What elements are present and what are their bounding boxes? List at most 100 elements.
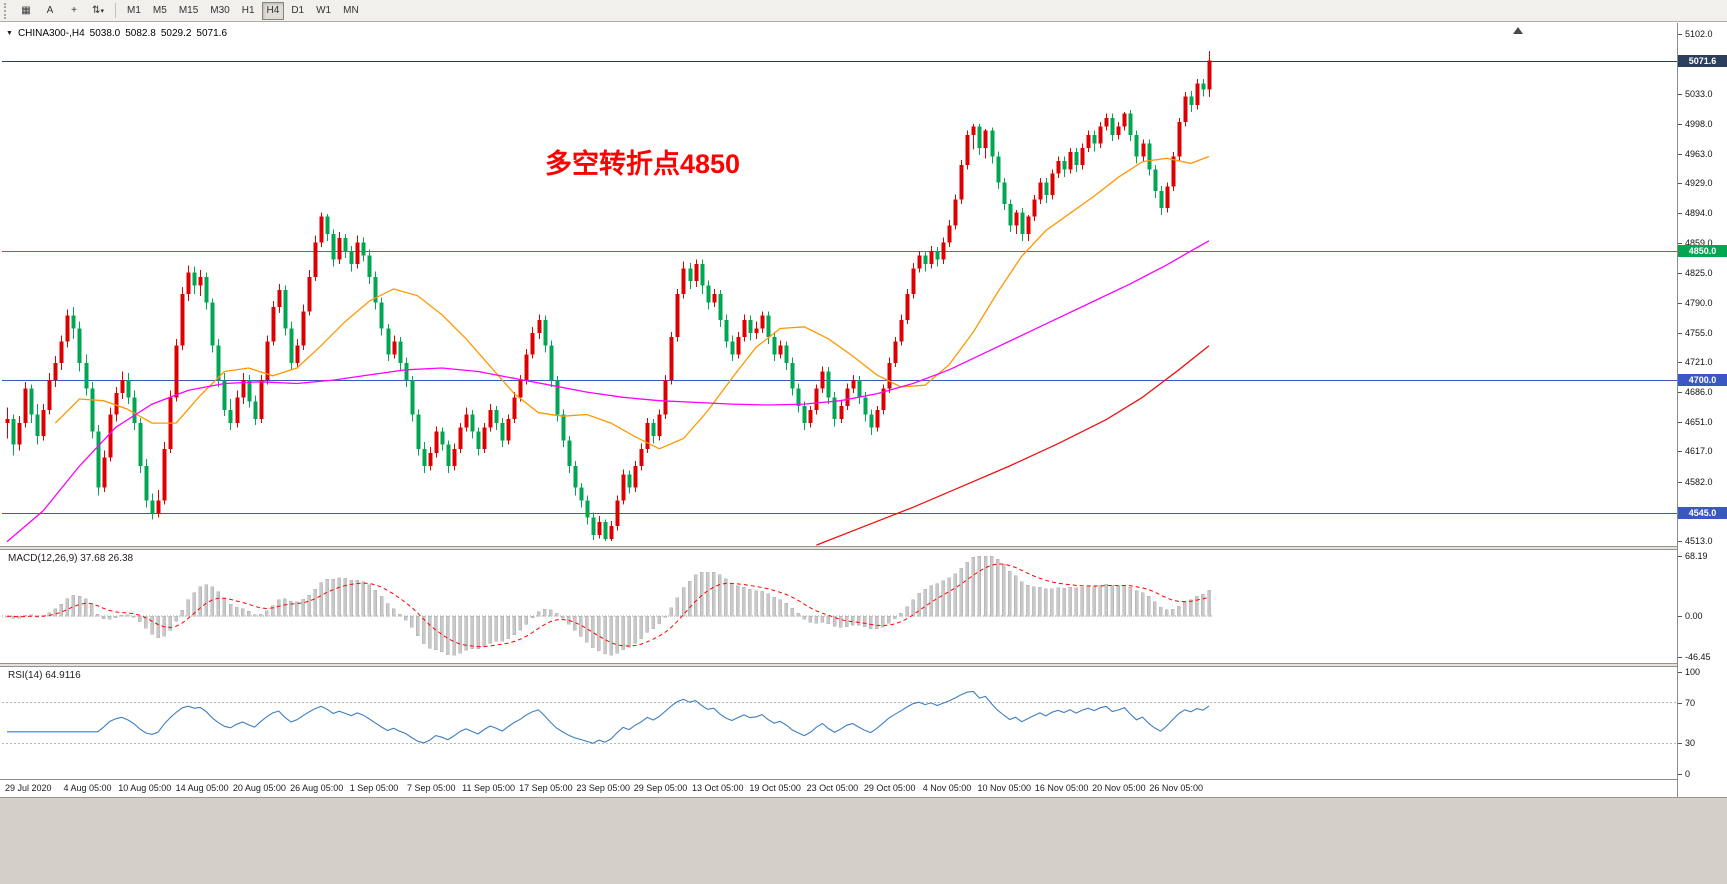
price-axis-border <box>1677 23 1678 797</box>
macd-label: MACD(12,26,9) 37.68 26.38 <box>8 553 134 564</box>
price-chart[interactable] <box>2 25 1677 546</box>
timeframe-M30[interactable]: M30 <box>205 2 234 20</box>
axis-tick <box>1678 93 1682 95</box>
time-label: 23 Sep 05:00 <box>576 783 630 793</box>
price-badge: 4850.0 <box>1678 245 1727 258</box>
time-label: 26 Aug 05:00 <box>290 783 344 793</box>
timeframe-buttons-group: M1 M5 M15 M30 H1 H4 D1 W1 MN <box>121 1 365 20</box>
ma-mid-magenta <box>6 240 1210 543</box>
text-label-button[interactable]: A <box>39 2 61 20</box>
time-label: 16 Nov 05:00 <box>1034 783 1089 793</box>
price-label: 4582.0 <box>1685 476 1713 487</box>
axis-tick <box>1678 556 1682 557</box>
price-badge: 4545.0 <box>1678 507 1727 520</box>
price-label: 5102.0 <box>1685 29 1713 40</box>
crosshair-button[interactable]: + <box>63 2 85 20</box>
price-label: 4686.0 <box>1685 387 1713 398</box>
price-label: 4963.0 <box>1685 148 1713 159</box>
charts-grid-button[interactable]: ▦ <box>15 2 37 20</box>
price-label: 4998.0 <box>1685 118 1713 129</box>
macd-panel[interactable] <box>2 550 1677 663</box>
time-label: 26 Nov 05:00 <box>1149 783 1203 793</box>
timeframe-H1[interactable]: H1 <box>237 2 260 20</box>
rsi-line <box>7 690 1210 744</box>
macd-axis-label: 68.19 <box>1685 551 1708 561</box>
time-label: 10 Nov 05:00 <box>977 783 1032 793</box>
quote-header: ▼ CHINA300-,H4 5038.0 5082.8 5029.2 5071… <box>6 28 227 39</box>
chart-annotation: 多空转折点4850 <box>545 149 741 179</box>
quote-high: 5082.8 <box>125 28 156 39</box>
price-label: 4651.0 <box>1685 417 1713 428</box>
tool-buttons-group: ▦ A + ⇅ ▾ <box>14 2 110 20</box>
quote-open: 5038.0 <box>89 28 121 39</box>
time-label: 13 Oct 05:00 <box>692 783 744 793</box>
time-label: 29 Jul 2020 <box>5 783 52 793</box>
template-dropdown-button[interactable]: ⇅ ▾ <box>87 2 109 20</box>
price-label: 4929.0 <box>1685 178 1713 189</box>
axis-tick <box>1678 243 1682 245</box>
quote-close: 5071.6 <box>196 28 228 39</box>
price-label: 4721.0 <box>1685 357 1713 368</box>
timeframe-M1[interactable]: M1 <box>122 2 146 20</box>
axis-tick <box>1678 657 1682 658</box>
time-label: 20 Aug 05:00 <box>232 783 286 793</box>
time-label: 29 Oct 05:00 <box>863 783 916 793</box>
time-label: 4 Nov 05:00 <box>922 783 972 793</box>
axis-tick <box>1678 540 1682 542</box>
macd-axis-label: -46.45 <box>1685 652 1711 662</box>
time-label: 1 Sep 05:00 <box>349 783 399 793</box>
candles <box>5 51 1212 541</box>
ma-fast-orange <box>54 155 1210 450</box>
rsi-axis-label: 70 <box>1685 697 1696 708</box>
timeframe-M5[interactable]: M5 <box>148 2 172 20</box>
price-badge: 5071.6 <box>1678 54 1727 67</box>
axis-tick <box>1678 332 1682 334</box>
timeframe-W1[interactable]: W1 <box>311 2 336 20</box>
price-label: 4755.0 <box>1685 327 1713 338</box>
timeframe-M15[interactable]: M15 <box>174 2 203 20</box>
price-label: 4825.0 <box>1685 267 1713 278</box>
axis-tick <box>1678 213 1682 215</box>
price-badge: 4700.0 <box>1678 374 1727 387</box>
rsi-panel[interactable] <box>2 667 1677 779</box>
macd-histogram <box>5 555 1211 656</box>
axis-tick <box>1678 123 1682 125</box>
symbol-expander-icon[interactable]: ▼ <box>6 30 13 37</box>
timeframe-MN[interactable]: MN <box>338 2 364 20</box>
axis-tick <box>1678 153 1682 155</box>
price-label: 4617.0 <box>1685 446 1713 457</box>
price-label: 4513.0 <box>1685 535 1713 546</box>
axis-tick <box>1678 422 1682 424</box>
axis-tick <box>1678 451 1682 453</box>
axis-tick <box>1678 616 1682 618</box>
price-axis[interactable]: 5102.0 5033.0 4998.0 4963.0 4929.0 4894.0 4859… <box>1678 23 1727 797</box>
axis-tick <box>1678 272 1682 274</box>
macd-signal-line <box>6 563 1210 648</box>
rsi-label: RSI(14) 64.9116 <box>8 670 81 681</box>
price-label: 4790.0 <box>1685 297 1713 308</box>
chart-shift-marker-icon <box>1513 27 1523 34</box>
axis-tick <box>1678 702 1682 704</box>
symbol-label: CHINA300-,H4 <box>17 28 85 39</box>
time-axis-border <box>0 779 1727 780</box>
panel-divider[interactable] <box>0 663 1727 667</box>
rsi-axis-label: 0 <box>1685 769 1691 779</box>
axis-tick <box>1678 672 1682 673</box>
axis-tick <box>1678 743 1682 745</box>
time-axis[interactable]: 29 Jul 2020 4 Aug 05:00 10 Aug 05:00 14 Aug… <box>2 780 1677 797</box>
time-label: 23 Oct 05:00 <box>806 783 859 793</box>
toolbar-grip[interactable] <box>4 2 10 19</box>
panel-divider[interactable] <box>0 546 1727 550</box>
toolbar: ▦ A + ⇅ ▾ M1 M5 M15 M30 H1 H4 D1 W1 MN <box>0 0 1727 22</box>
timeframe-H4[interactable]: H4 <box>261 1 285 20</box>
axis-tick <box>1678 392 1682 394</box>
axis-tick <box>1678 481 1682 483</box>
axis-tick <box>1678 34 1682 36</box>
axis-tick <box>1678 362 1682 364</box>
caret-down-icon: ▾ <box>100 7 104 15</box>
toolbar-separator <box>115 3 116 18</box>
time-label: 14 Aug 05:00 <box>175 783 229 793</box>
timeframe-D1[interactable]: D1 <box>286 2 309 20</box>
rsi-axis-label: 100 <box>1685 667 1701 677</box>
price-label: 4894.0 <box>1685 208 1713 219</box>
